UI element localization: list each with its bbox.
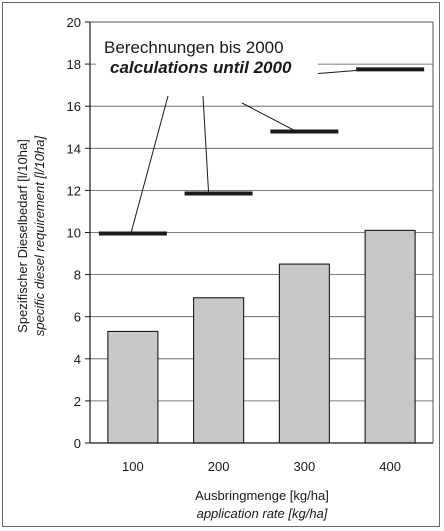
y-tick-label: 14 — [67, 141, 81, 156]
leader-line — [241, 102, 297, 132]
annotation-label-en: calculations until 2000 — [110, 58, 292, 77]
y-axis-label-en: specific diesel requirement [l/10ha] — [32, 136, 47, 337]
y-tick-label: 20 — [67, 15, 81, 30]
annotation-label: Berechnungen bis 2000 — [104, 38, 284, 57]
bar — [193, 297, 245, 444]
annotation-leaders — [130, 68, 371, 234]
bars — [107, 229, 416, 444]
bar — [278, 263, 330, 444]
reference-markers — [98, 67, 425, 236]
leader-line — [202, 95, 210, 194]
y-tick-label: 18 — [67, 57, 81, 72]
y-tick-label: 16 — [67, 99, 81, 114]
y-tick-label: 0 — [74, 436, 81, 451]
leader-line — [130, 95, 169, 234]
y-tick-label: 12 — [67, 183, 81, 198]
x-tick-labels: 100 200 300 400 — [122, 459, 401, 474]
bar — [364, 229, 416, 444]
x-tick-label: 100 — [122, 459, 144, 474]
y-axis-label: Spezifischer Dieselbedarf [l/10ha] — [15, 139, 30, 333]
y-tick-label: 2 — [74, 394, 81, 409]
x-axis-label: Ausbringmenge [kg/ha] — [195, 488, 329, 503]
x-tick-label: 200 — [208, 459, 230, 474]
y-tick-labels: 0 2 4 6 8 10 12 14 16 18 20 — [67, 15, 90, 451]
y-tick-label: 10 — [67, 226, 81, 241]
bar — [107, 330, 159, 444]
x-tick-label: 400 — [379, 459, 401, 474]
y-tick-label: 8 — [74, 268, 81, 283]
annotation-box — [96, 34, 318, 78]
y-tick-label: 4 — [74, 352, 81, 367]
x-tick-label: 300 — [294, 459, 316, 474]
x-axis-label-en: application rate [kg/ha] — [197, 506, 328, 521]
y-tick-label: 6 — [74, 310, 81, 325]
